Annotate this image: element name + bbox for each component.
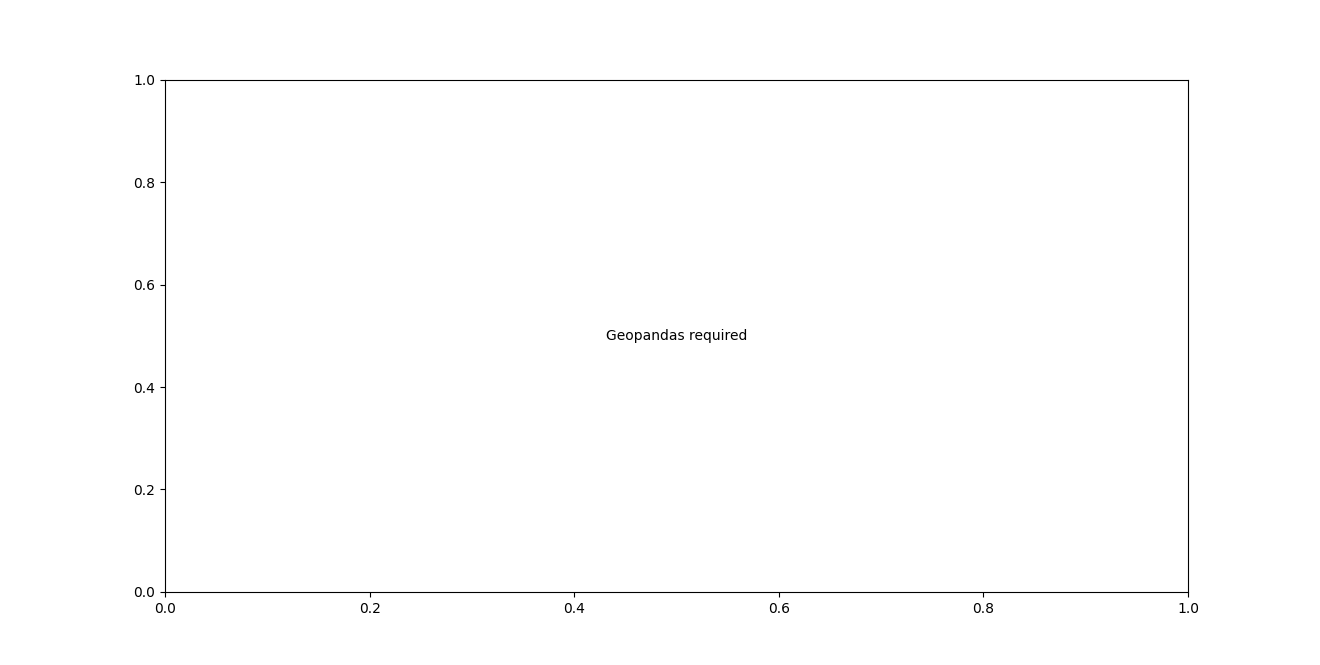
Text: Geopandas required: Geopandas required bbox=[606, 329, 747, 343]
